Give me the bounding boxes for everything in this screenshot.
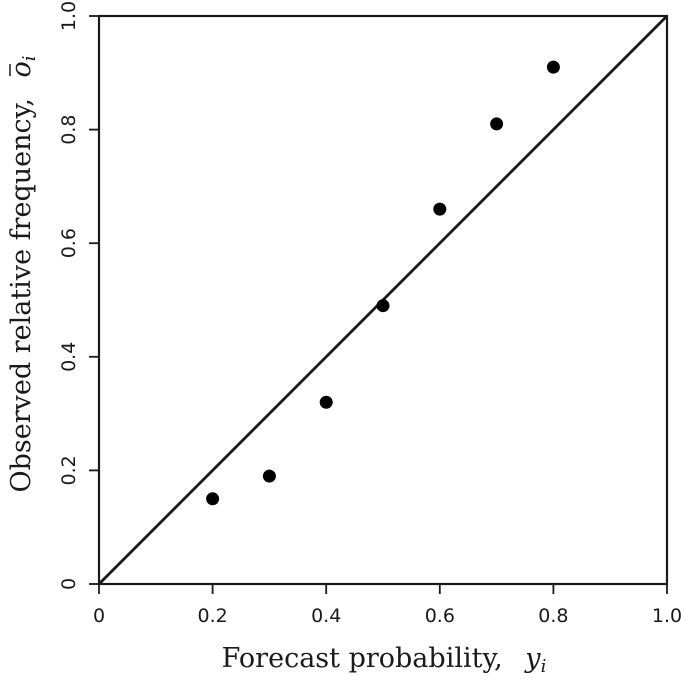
plot-frame xyxy=(97,14,669,586)
data-point-5 xyxy=(433,202,447,216)
x-tick-label-5: 1.0 xyxy=(652,605,682,627)
y-tick-label-0: 0 xyxy=(58,578,80,590)
y-tick-label-5: 1.0 xyxy=(58,1,80,31)
data-point-7 xyxy=(546,60,560,74)
y-axis-title: Observed relative frequency, oi xyxy=(6,55,40,492)
x-tick-label-0: 0 xyxy=(93,605,105,627)
data-point-6 xyxy=(490,117,504,131)
x-axis-title-text: Forecast probability, xyxy=(222,643,503,674)
x-axis-title: Forecast probability, yi xyxy=(222,643,547,677)
plot-area xyxy=(97,14,669,586)
y-tick-label-1: 0.2 xyxy=(58,455,80,485)
x-axis-title-symbol: y xyxy=(524,643,541,674)
data-point-2 xyxy=(262,469,276,483)
x-tick-label-3: 0.6 xyxy=(425,605,455,627)
data-point-3 xyxy=(319,395,333,409)
data-point-1 xyxy=(206,492,220,506)
y-tick-label-2: 0.4 xyxy=(58,342,80,372)
x-axis-title-subscript: i xyxy=(541,656,547,677)
y-axis-title-group: Observed relative frequency, oi xyxy=(6,55,40,492)
x-tick-label-4: 0.8 xyxy=(538,605,568,627)
y-tick-label-3: 0.6 xyxy=(58,228,80,258)
y-axis-title-symbol: o xyxy=(6,61,37,77)
data-point-4 xyxy=(376,299,390,313)
x-tick-label-2: 0.4 xyxy=(311,605,341,627)
y-axis-title-text: Observed relative frequency, xyxy=(6,98,37,492)
y-axis-title-subscript: i xyxy=(19,55,40,61)
x-tick-label-1: 0.2 xyxy=(197,605,227,627)
y-tick-label-4: 0.8 xyxy=(58,114,80,144)
axis-ticks: 0 0.2 0.4 0.6 0.8 1.0 0 0.2 0.4 0.6 0.8 1.0 xyxy=(58,1,682,627)
